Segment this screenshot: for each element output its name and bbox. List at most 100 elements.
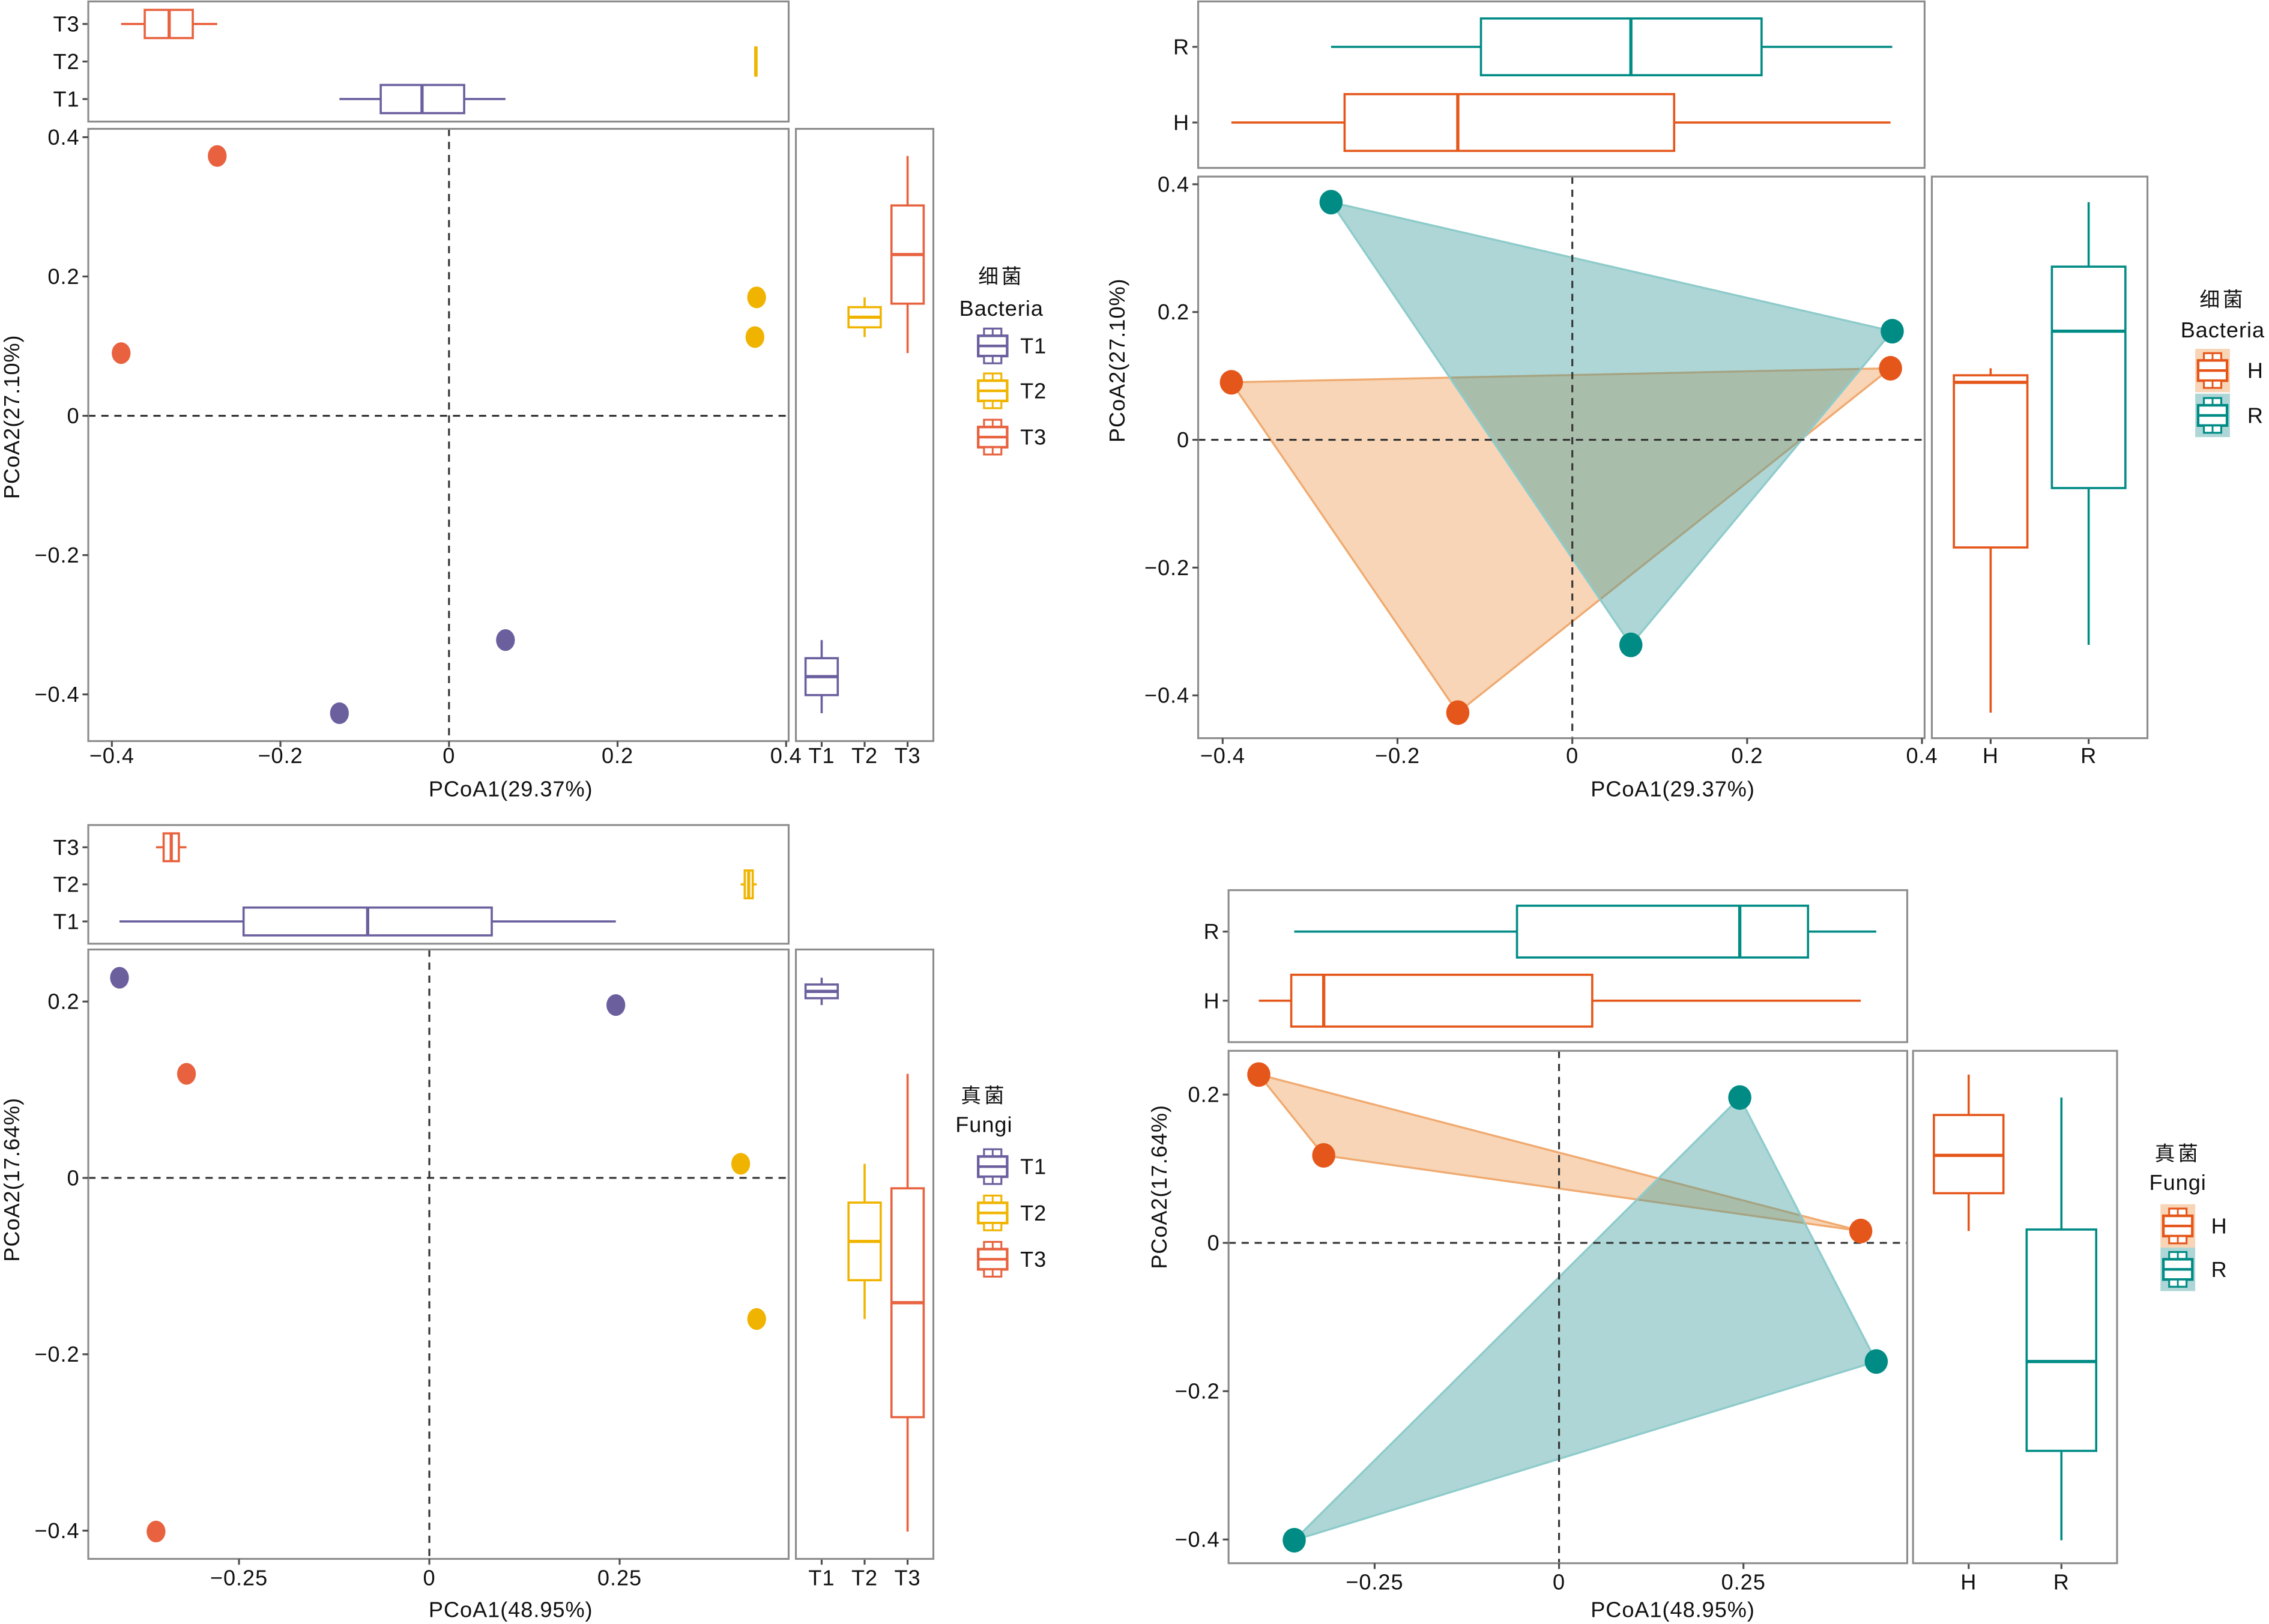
boxplot-T3 [890,155,925,354]
y-tick-label: 0.2 [47,989,79,1014]
legend-item-R: R [2160,1248,2227,1291]
boxplot-T3 [156,832,187,863]
boxplot-H [1953,368,2029,713]
plot-frame [87,948,790,1560]
y-tick-label: −0.2 [1175,1379,1220,1404]
pcoa-chart-bacteria-t1t2t3: −0.4 −0.2 0 0.2 0.4 −0.4 −0.2 0 0.2 0.4 PCoA1(29.3… [0,0,1047,801]
legend-item-T1: T1 [977,327,1046,364]
boxplot-R [2025,1097,2097,1541]
legend-label: H [2247,358,2264,383]
y-tick-label: 0 [67,1165,79,1190]
category-label: T2 [53,49,79,74]
boxplot-R [1331,17,1893,77]
boxplot-R [1294,904,1876,959]
category-label: T2 [851,743,878,768]
legend-label: R [2247,403,2264,427]
category-label: H [1173,110,1189,135]
x-axis-title: PCoA1(48.95%) [429,1597,593,1622]
legend-title: 真菌 [2155,1142,2201,1165]
point-R [1619,632,1643,657]
legend-label: T3 [1020,1247,1047,1272]
x-tick-label: 0 [423,1565,436,1590]
y-tick-label: −0.4 [34,1518,79,1543]
boxplot-T1 [804,977,839,1006]
x-tick-label: 0.2 [1731,743,1763,768]
hull-R [1330,201,1894,646]
legend-item-H: H [2160,1204,2227,1248]
x-tick-label: −0.25 [210,1565,268,1590]
category-label: H [1983,743,1999,768]
boxplot-T3 [890,1073,925,1532]
top-marginal-frame [1227,889,1909,1043]
legend-label: H [2211,1214,2228,1239]
category-label: T3 [53,11,79,36]
plot-frame [87,128,790,742]
hull-H [1257,1073,1862,1233]
pcoa-chart-bacteria-hr: −0.4 −0.2 0 0.2 0.4 −0.4 −0.2 0 0.2 0.4 PCoA1(29.3… [1105,0,2265,801]
legend-item-T2: T2 [977,372,1047,409]
top-marginal-boxplot-panel: HR [1173,0,1926,169]
x-tick-label: 0.4 [1906,743,1938,768]
boxplot-T1 [804,640,839,713]
y-tick-label: −0.4 [1175,1527,1220,1552]
category-label: T1 [808,1565,835,1590]
point-H [1849,1218,1873,1243]
boxplot-T2 [740,869,757,900]
boxplot-key-icon [977,327,1009,364]
point-R [1881,319,1904,344]
y-tick-label: −0.2 [34,1342,79,1366]
legend-item-H: H [2195,349,2264,393]
legend-label: T2 [1020,1201,1047,1225]
legend-label: T2 [1020,378,1047,403]
category-label: R [2080,743,2097,768]
legend-subtitle: Fungi [2150,1170,2207,1195]
right-marginal-frame [794,128,935,742]
legend: 真菌 Fungi T1 T2 T3 [955,1084,1047,1278]
point-R [1864,1349,1888,1374]
x-tick-label: 0.4 [770,743,802,768]
boxplot-H [1933,1074,2005,1231]
category-label: T3 [53,835,79,860]
x-tick-label: −0.4 [1200,743,1245,768]
x-tick-label: −0.4 [89,743,134,768]
box-iqr [1290,973,1594,1028]
point-T2 [745,326,765,348]
boxplot-key-icon [977,418,1009,456]
y-tick-label: 0.2 [1158,300,1189,324]
right-marginal-boxplot-panel: T1 T2 T3 [794,948,935,1590]
point-T3 [147,1520,166,1543]
y-axis-title: PCoA2(17.64%) [0,1097,24,1262]
hull-R [1293,1096,1878,1542]
boxplot-key-icon [977,1194,1009,1231]
box-iqr [1343,92,1676,152]
category-label: R [1204,919,1220,944]
boxplot-H [1258,973,1861,1028]
point-H [1219,370,1243,395]
right-marginal-frame [1930,175,2149,740]
point-R [1319,190,1343,215]
boxplot-key-icon [2160,1248,2196,1291]
x-tick-label: −0.2 [258,743,303,768]
category-label: R [1173,35,1189,59]
category-label: T2 [851,1565,878,1590]
y-tick-label: −0.2 [34,543,79,567]
top-marginal-frame [87,824,790,945]
x-tick-label: 0.25 [1721,1570,1766,1595]
right-marginal-frame [794,948,935,1560]
y-axis-title: PCoA2(27.10%) [0,334,24,499]
box-iqr [2050,265,2127,489]
legend-subtitle: Bacteria [2181,318,2265,342]
point-T2 [747,286,766,309]
plot-frame [1227,1049,1909,1565]
y-tick-label: −0.2 [1144,555,1189,580]
y-tick-label: −0.4 [34,682,79,707]
legend: 细菌 Bacteria HR [2181,288,2265,438]
point-T3 [177,1063,196,1085]
category-label: T1 [53,909,79,934]
legend-subtitle: Fungi [955,1112,1012,1137]
x-axis-title: PCoA1(48.95%) [1591,1597,1755,1622]
